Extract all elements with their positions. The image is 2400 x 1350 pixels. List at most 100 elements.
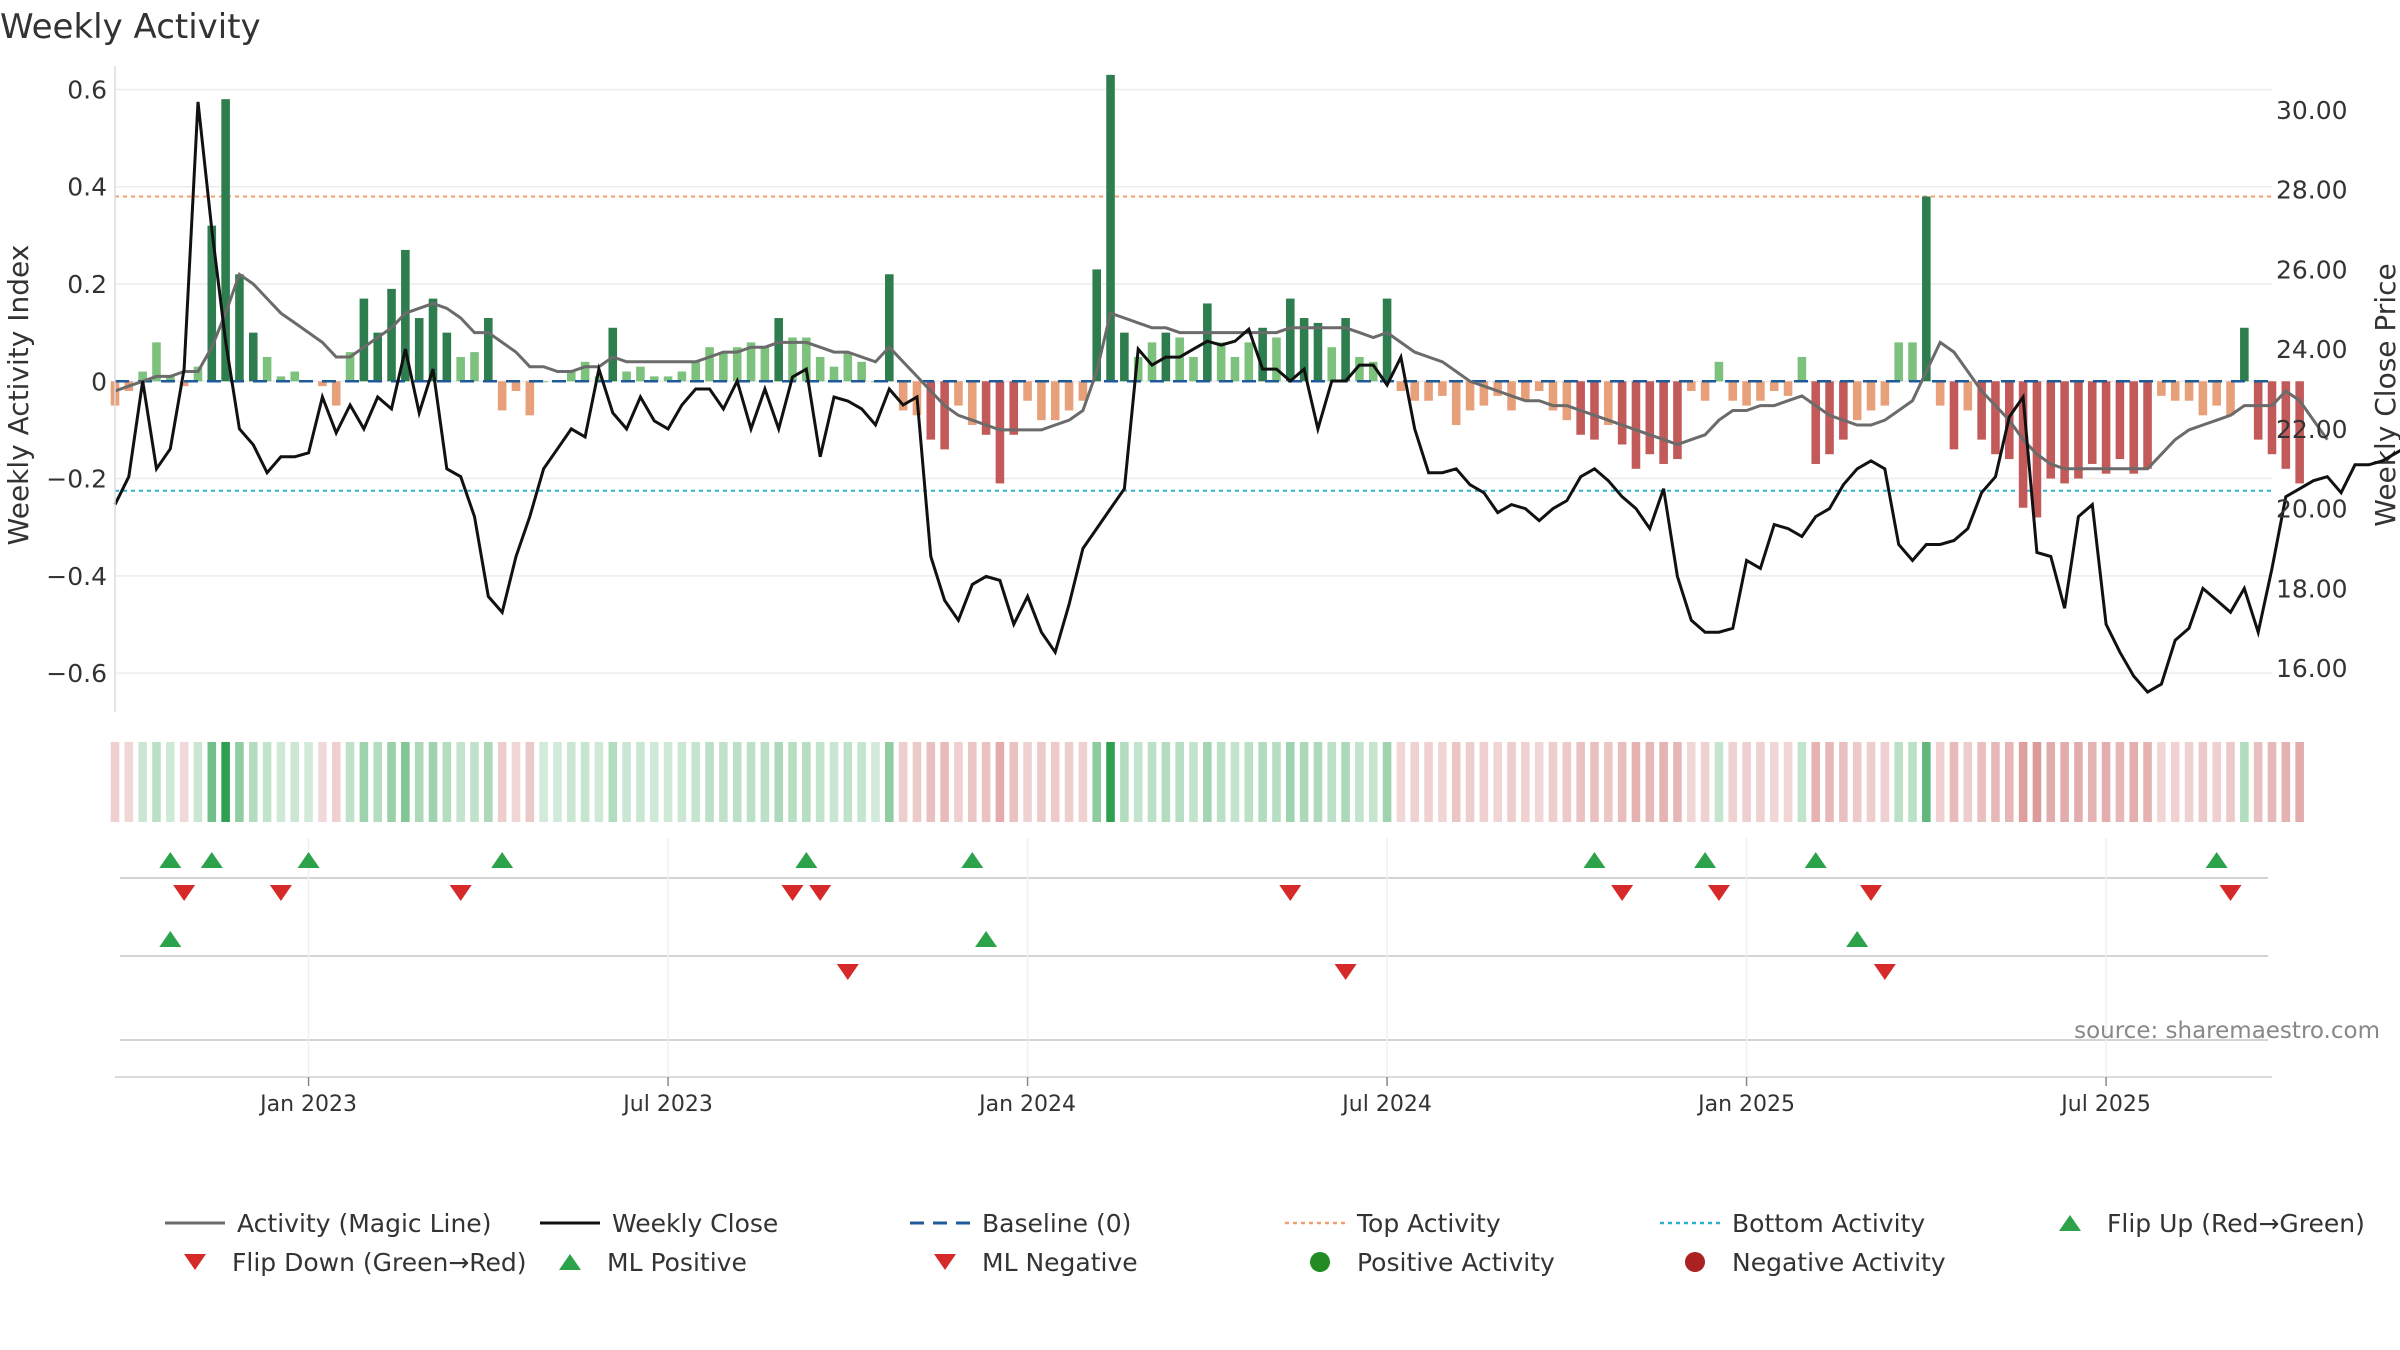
heat-cell — [719, 742, 728, 822]
legend-label: Activity (Magic Line) — [237, 1209, 491, 1238]
heat-cell — [290, 742, 300, 822]
y-tick-label: 0 — [91, 367, 107, 396]
ml-negative-marker — [1873, 964, 1896, 980]
heat-cell — [1050, 742, 1060, 822]
heat-cell — [1604, 742, 1613, 822]
heat-cell — [1728, 742, 1738, 822]
activity-bar — [179, 381, 189, 387]
activity-bar — [152, 342, 161, 382]
activity-bar — [1451, 381, 1461, 426]
activity-bar — [470, 352, 479, 382]
activity-bar — [414, 318, 424, 382]
x-tick-label: Jul 2024 — [1340, 1092, 1432, 1117]
heat-cell — [414, 742, 424, 822]
activity-bar — [663, 376, 673, 382]
heat-cell — [594, 742, 604, 822]
y-tick-label: 0.2 — [67, 270, 107, 299]
activity-bar — [2129, 381, 2139, 474]
heat-cell — [1576, 742, 1585, 822]
flip-down-marker — [173, 885, 196, 901]
activity-bar — [802, 337, 811, 382]
heat-cell — [995, 742, 1005, 822]
activity-bar — [746, 342, 756, 382]
activity-bar — [2101, 381, 2111, 474]
y2-tick-label: 28.00 — [2276, 176, 2348, 205]
flip-down-marker — [2219, 885, 2242, 901]
activity-bar — [954, 381, 963, 406]
heat-cell — [1659, 742, 1668, 822]
x-tick-label: Jul 2025 — [2059, 1092, 2151, 1117]
flip-up-marker — [491, 852, 514, 868]
activity-bar — [1659, 381, 1668, 464]
activity-bar — [622, 371, 631, 382]
heat-cell — [2115, 742, 2125, 822]
activity-bar — [2267, 381, 2277, 455]
heat-cell — [152, 742, 161, 822]
heat-cell — [1133, 742, 1143, 822]
flip-up-marker — [1694, 852, 1717, 868]
heat-cell — [1244, 742, 1254, 822]
activity-bar — [359, 298, 369, 382]
heat-cell — [1286, 742, 1295, 822]
heat-cell — [954, 742, 963, 822]
activity-bar — [166, 376, 175, 382]
activity-bar — [594, 376, 604, 382]
activity-bar — [1286, 298, 1295, 382]
heat-cell — [1479, 742, 1489, 822]
activity-bar — [1534, 381, 1544, 391]
heat-cell — [857, 742, 866, 822]
heat-cell — [788, 742, 797, 822]
activity-bar — [2032, 381, 2042, 518]
ml-positive-marker — [159, 931, 182, 947]
activity-bar — [331, 381, 341, 406]
flip-down-marker — [1279, 885, 1302, 901]
heat-cell — [179, 742, 189, 822]
heat-cell — [1977, 742, 1986, 822]
activity-bar — [1894, 342, 1903, 382]
heat-cell — [649, 742, 659, 822]
heat-cell — [456, 742, 465, 822]
activity-bar — [1742, 381, 1751, 406]
activity-bar — [1769, 381, 1779, 391]
activity-bar — [2226, 381, 2235, 416]
activity-bar — [193, 366, 203, 382]
heat-cell — [677, 742, 687, 822]
heat-cell — [926, 742, 936, 822]
heat-cell — [2074, 742, 2083, 822]
heat-cell — [774, 742, 783, 822]
heat-cell — [1327, 742, 1337, 822]
activity-bar — [829, 366, 839, 382]
legend-label: Flip Down (Green→Red) — [232, 1248, 527, 1277]
heat-cell — [1341, 742, 1350, 822]
activity-bar — [1438, 381, 1447, 396]
heat-cell — [1797, 742, 1807, 822]
legend-label: Top Activity — [1356, 1209, 1501, 1238]
activity-bar — [2184, 381, 2194, 401]
activity-bar — [2253, 381, 2263, 440]
heat-cell — [1355, 742, 1364, 822]
heat-cell — [898, 742, 908, 822]
heat-cell — [663, 742, 673, 822]
heat-cell — [1811, 742, 1820, 822]
heat-cell — [1438, 742, 1447, 822]
activity-bar — [1410, 381, 1420, 401]
y2-tick-label: 26.00 — [2276, 255, 2348, 284]
activity-bar — [1106, 74, 1115, 382]
heat-cell — [1963, 742, 1973, 822]
activity-bar — [926, 381, 936, 440]
heat-cell — [1935, 742, 1945, 822]
heat-cell — [221, 742, 230, 822]
y2-tick-label: 16.00 — [2276, 654, 2348, 683]
activity-bar — [940, 381, 949, 450]
activity-bar — [1465, 381, 1475, 411]
legend-label: Negative Activity — [1732, 1248, 1946, 1277]
heat-cell — [2212, 742, 2221, 822]
heat-cell — [262, 742, 272, 822]
activity-bar — [1230, 356, 1240, 382]
y2-tick-label: 20.00 — [2276, 495, 2348, 524]
heat-cell — [1230, 742, 1240, 822]
flip-up-marker — [297, 852, 320, 868]
activity-bar — [1866, 381, 1876, 411]
heat-cell — [166, 742, 175, 822]
activity-bar — [401, 249, 410, 382]
